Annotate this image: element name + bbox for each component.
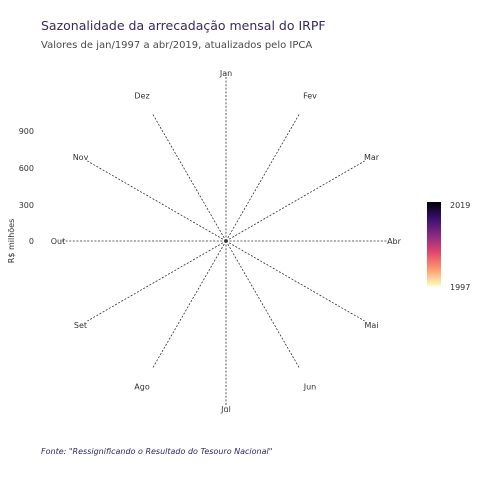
month-label-jul: Jul (220, 405, 231, 414)
spoke-fev (225, 113, 300, 242)
spoke-set (87, 240, 227, 322)
chart-subtitle: Valores de jan/1997 a abr/2019, atualiza… (41, 40, 313, 51)
month-label-ago: Ago (134, 383, 150, 392)
legend: 2019 1997 (427, 201, 470, 292)
spoke-dez (152, 113, 227, 242)
month-label-nov: Nov (73, 153, 89, 162)
month-label-jan: Jan (219, 69, 232, 78)
y-axis-label: R$ milhões (7, 219, 16, 263)
y-tick-label: 0 (29, 237, 34, 246)
legend-colorbar (427, 202, 441, 286)
month-label-dez: Dez (134, 92, 149, 101)
month-label-set: Set (74, 321, 87, 330)
spoke-nov (87, 160, 227, 242)
chart-title: Sazonalidade da arrecadação mensal do IR… (41, 18, 326, 33)
month-label-mar: Mar (364, 153, 380, 162)
spoke-mai (225, 240, 365, 322)
spoke-jun (225, 240, 300, 369)
month-label-out: Out (51, 237, 66, 246)
y-tick-label: 300 (19, 201, 34, 210)
legend-max-label: 2019 (450, 201, 470, 210)
y-tick-label: 900 (19, 127, 34, 136)
spokes (60, 73, 387, 409)
y-axis: R$ milhões 0 300 600 900 (7, 127, 34, 263)
spoke-ago (152, 240, 227, 369)
source-caption: Fonte: "Ressignificando o Resultado do T… (41, 447, 273, 456)
legend-min-label: 1997 (450, 283, 470, 292)
month-label-fev: Fev (303, 92, 317, 101)
month-label-jun: Jun (303, 383, 317, 392)
y-tick-label: 600 (19, 164, 34, 173)
month-labels: Jan Fev Mar Abr Mai Jun Jul Ago Set Out Nov Dez (51, 69, 402, 414)
month-label-abr: Abr (387, 237, 402, 246)
spoke-mar (225, 160, 365, 242)
month-label-mai: Mai (364, 321, 378, 330)
